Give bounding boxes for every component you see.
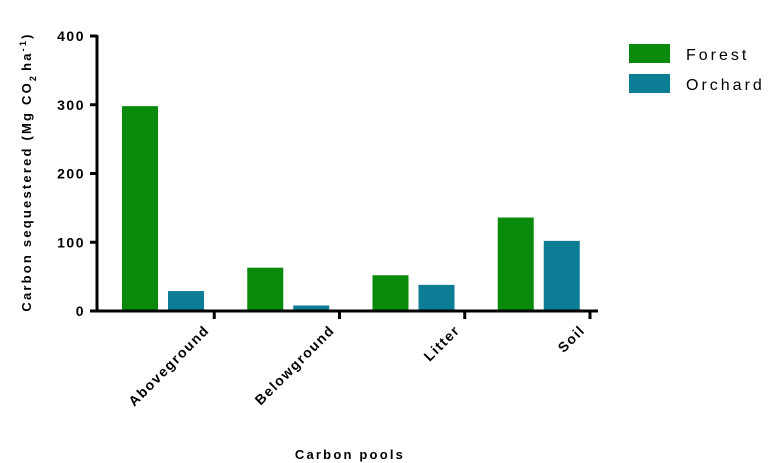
y-tick-label: 400	[57, 28, 85, 44]
legend: Forest Orchard	[629, 44, 765, 94]
y-tick-label: 200	[57, 166, 85, 182]
bar-orchard-belowground	[293, 305, 330, 311]
x-tick-label: Litter	[420, 322, 462, 364]
x-tick-label: Belowground	[251, 322, 337, 408]
x-tick-label: Soil	[554, 322, 588, 356]
bar-forest-soil	[497, 217, 534, 311]
y-axis-title: Carbon sequestered (Mg CO2 ha-1)	[18, 32, 38, 311]
y-axis-title-close: )	[19, 32, 34, 39]
y-axis-title-superscript: -1	[18, 39, 28, 51]
plot-area	[122, 106, 580, 311]
y-axis-title-subscript: 2	[28, 74, 38, 81]
bar-forest-belowground	[247, 267, 284, 311]
y-tick-label: 0	[76, 303, 85, 319]
x-axis-title: Carbon pools	[295, 447, 405, 462]
y-axis-ticks: 0 100 200 300 400	[57, 28, 97, 319]
bar-forest-litter	[372, 275, 409, 311]
legend-label-orchard: Orchard	[686, 77, 765, 94]
x-axis-ticks: Aboveground Belowground Litter Soil	[125, 311, 592, 409]
y-tick-label: 100	[57, 234, 85, 250]
bar-orchard-aboveground	[168, 291, 204, 311]
bar-orchard-soil	[543, 240, 580, 311]
y-tick-label: 300	[57, 97, 85, 113]
bar-orchard-litter	[418, 284, 455, 311]
bar-forest-aboveground	[122, 106, 158, 311]
legend-label-forest: Forest	[686, 47, 749, 64]
y-axis-title-unit: ha	[19, 51, 34, 71]
legend-swatch-orchard	[629, 74, 670, 93]
x-tick-label: Aboveground	[125, 322, 212, 409]
y-axis-title-main: Carbon sequestered (Mg CO	[19, 81, 34, 312]
legend-swatch-forest	[629, 44, 670, 63]
